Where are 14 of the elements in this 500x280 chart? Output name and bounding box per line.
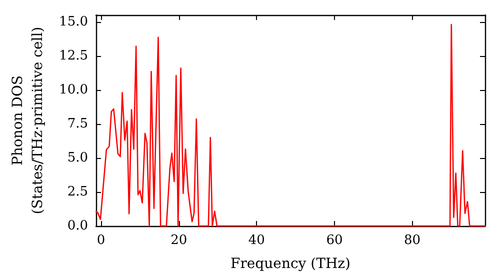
y-tick-label: 2.5 bbox=[67, 184, 88, 200]
y-tick-label: 15.0 bbox=[59, 14, 88, 30]
y-axis-title: Phonon DOS (States/THz·primitive cell) bbox=[10, 26, 46, 214]
x-tick-label: 0 bbox=[96, 233, 106, 248]
y-tick-label: 12.5 bbox=[59, 48, 88, 64]
y-tick-label: 7.5 bbox=[67, 116, 88, 132]
y-tick-label: 5.0 bbox=[67, 150, 88, 166]
x-tick-label: 80 bbox=[404, 233, 421, 248]
x-axis-title: Frequency (THz) bbox=[230, 256, 351, 272]
y-tick-label: 0.0 bbox=[67, 218, 88, 234]
x-tick-label: 20 bbox=[170, 233, 188, 248]
y-tick-label: 10.0 bbox=[59, 82, 88, 98]
x-tick-label: 40 bbox=[248, 233, 265, 248]
x-tick-label: 60 bbox=[326, 233, 343, 248]
